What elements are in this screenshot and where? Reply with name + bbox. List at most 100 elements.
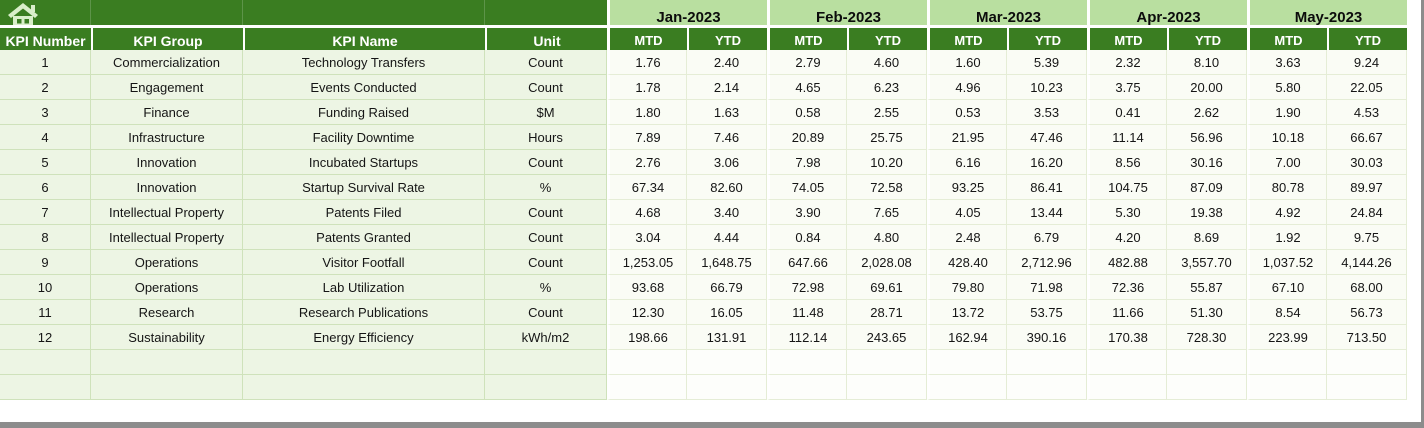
cell-empty[interactable] [687, 350, 767, 375]
cell-kpi-number[interactable]: 2 [0, 75, 91, 100]
cell-unit[interactable]: Count [485, 300, 607, 325]
cell-value[interactable]: 28.71 [847, 300, 927, 325]
cell-value[interactable]: 4.65 [767, 75, 847, 100]
cell-empty[interactable] [1167, 350, 1247, 375]
cell-unit[interactable]: $M [485, 100, 607, 125]
cell-value[interactable]: 67.10 [1247, 275, 1327, 300]
col-header-kpi-name[interactable]: KPI Name [243, 25, 485, 53]
cell-value[interactable]: 30.03 [1327, 150, 1407, 175]
cell-value[interactable]: 9.75 [1327, 225, 1407, 250]
cell-value[interactable]: 3.06 [687, 150, 767, 175]
cell-kpi-name[interactable]: Energy Efficiency [243, 325, 485, 350]
cell-kpi-name[interactable]: Patents Filed [243, 200, 485, 225]
cell-value[interactable]: 0.53 [927, 100, 1007, 125]
cell-value[interactable]: 66.67 [1327, 125, 1407, 150]
cell-value[interactable]: 6.16 [927, 150, 1007, 175]
cell-value[interactable]: 68.00 [1327, 275, 1407, 300]
cell-value[interactable]: 72.58 [847, 175, 927, 200]
cell-value[interactable]: 162.94 [927, 325, 1007, 350]
cell-value[interactable]: 2,712.96 [1007, 250, 1087, 275]
cell-value[interactable]: 1.60 [927, 50, 1007, 75]
col-header-kpi-number[interactable]: KPI Number [0, 25, 91, 53]
cell-value[interactable]: 4.96 [927, 75, 1007, 100]
cell-value[interactable]: 170.38 [1087, 325, 1167, 350]
cell-empty[interactable] [687, 375, 767, 400]
cell-value[interactable]: 21.95 [927, 125, 1007, 150]
cell-value[interactable]: 56.73 [1327, 300, 1407, 325]
cell-kpi-name[interactable]: Patents Granted [243, 225, 485, 250]
col-header-mtd[interactable]: MTD [1247, 25, 1327, 53]
cell-value[interactable]: 55.87 [1167, 275, 1247, 300]
col-header-kpi-group[interactable]: KPI Group [91, 25, 243, 53]
cell-value[interactable]: 1.78 [607, 75, 687, 100]
cell-value[interactable]: 482.88 [1087, 250, 1167, 275]
cell-empty[interactable] [485, 375, 607, 400]
cell-kpi-name[interactable]: Funding Raised [243, 100, 485, 125]
cell-value[interactable]: 24.84 [1327, 200, 1407, 225]
cell-value[interactable]: 51.30 [1167, 300, 1247, 325]
cell-value[interactable]: 72.36 [1087, 275, 1167, 300]
cell-value[interactable]: 9.24 [1327, 50, 1407, 75]
cell-value[interactable]: 5.80 [1247, 75, 1327, 100]
col-header-ytd[interactable]: YTD [847, 25, 927, 53]
cell-empty[interactable] [767, 350, 847, 375]
col-header-ytd[interactable]: YTD [1007, 25, 1087, 53]
cell-value[interactable]: 104.75 [1087, 175, 1167, 200]
cell-value[interactable]: 4.44 [687, 225, 767, 250]
cell-empty[interactable] [1247, 350, 1327, 375]
cell-value[interactable]: 6.79 [1007, 225, 1087, 250]
cell-unit[interactable]: Count [485, 225, 607, 250]
cell-value[interactable]: 93.68 [607, 275, 687, 300]
cell-value[interactable]: 30.16 [1167, 150, 1247, 175]
cell-empty[interactable] [1247, 375, 1327, 400]
cell-unit[interactable]: Count [485, 150, 607, 175]
col-header-ytd[interactable]: YTD [1327, 25, 1407, 53]
cell-value[interactable]: 10.20 [847, 150, 927, 175]
cell-empty[interactable] [927, 350, 1007, 375]
cell-value[interactable]: 0.58 [767, 100, 847, 125]
cell-empty[interactable] [91, 350, 243, 375]
cell-value[interactable]: 1.90 [1247, 100, 1327, 125]
cell-value[interactable]: 16.05 [687, 300, 767, 325]
cell-kpi-name[interactable]: Visitor Footfall [243, 250, 485, 275]
cell-value[interactable]: 13.44 [1007, 200, 1087, 225]
cell-value[interactable]: 713.50 [1327, 325, 1407, 350]
cell-kpi-group[interactable]: Innovation [91, 150, 243, 175]
cell-empty[interactable] [0, 375, 91, 400]
cell-value[interactable]: 69.61 [847, 275, 927, 300]
cell-value[interactable]: 19.38 [1167, 200, 1247, 225]
cell-value[interactable]: 10.23 [1007, 75, 1087, 100]
cell-value[interactable]: 74.05 [767, 175, 847, 200]
cell-empty[interactable] [243, 350, 485, 375]
cell-value[interactable]: 11.48 [767, 300, 847, 325]
cell-value[interactable]: 223.99 [1247, 325, 1327, 350]
cell-empty[interactable] [1007, 350, 1087, 375]
cell-empty[interactable] [1327, 350, 1407, 375]
cell-value[interactable]: 7.89 [607, 125, 687, 150]
cell-value[interactable]: 3.04 [607, 225, 687, 250]
cell-empty[interactable] [607, 350, 687, 375]
cell-kpi-group[interactable]: Intellectual Property [91, 225, 243, 250]
cell-kpi-number[interactable]: 4 [0, 125, 91, 150]
cell-value[interactable]: 8.56 [1087, 150, 1167, 175]
cell-value[interactable]: 4.60 [847, 50, 927, 75]
cell-empty[interactable] [1167, 375, 1247, 400]
cell-value[interactable]: 1.63 [687, 100, 767, 125]
cell-kpi-number[interactable]: 9 [0, 250, 91, 275]
cell-unit[interactable]: Hours [485, 125, 607, 150]
cell-value[interactable]: 82.60 [687, 175, 767, 200]
cell-value[interactable]: 2.79 [767, 50, 847, 75]
cell-kpi-name[interactable]: Startup Survival Rate [243, 175, 485, 200]
cell-kpi-name[interactable]: Events Conducted [243, 75, 485, 100]
cell-kpi-number[interactable]: 12 [0, 325, 91, 350]
cell-value[interactable]: 243.65 [847, 325, 927, 350]
cell-kpi-number[interactable]: 5 [0, 150, 91, 175]
cell-value[interactable]: 16.20 [1007, 150, 1087, 175]
cell-value[interactable]: 67.34 [607, 175, 687, 200]
cell-value[interactable]: 72.98 [767, 275, 847, 300]
cell-empty[interactable] [1327, 375, 1407, 400]
cell-value[interactable]: 1.80 [607, 100, 687, 125]
col-header-mtd[interactable]: MTD [767, 25, 847, 53]
cell-empty[interactable] [1087, 350, 1167, 375]
cell-kpi-group[interactable]: Operations [91, 275, 243, 300]
